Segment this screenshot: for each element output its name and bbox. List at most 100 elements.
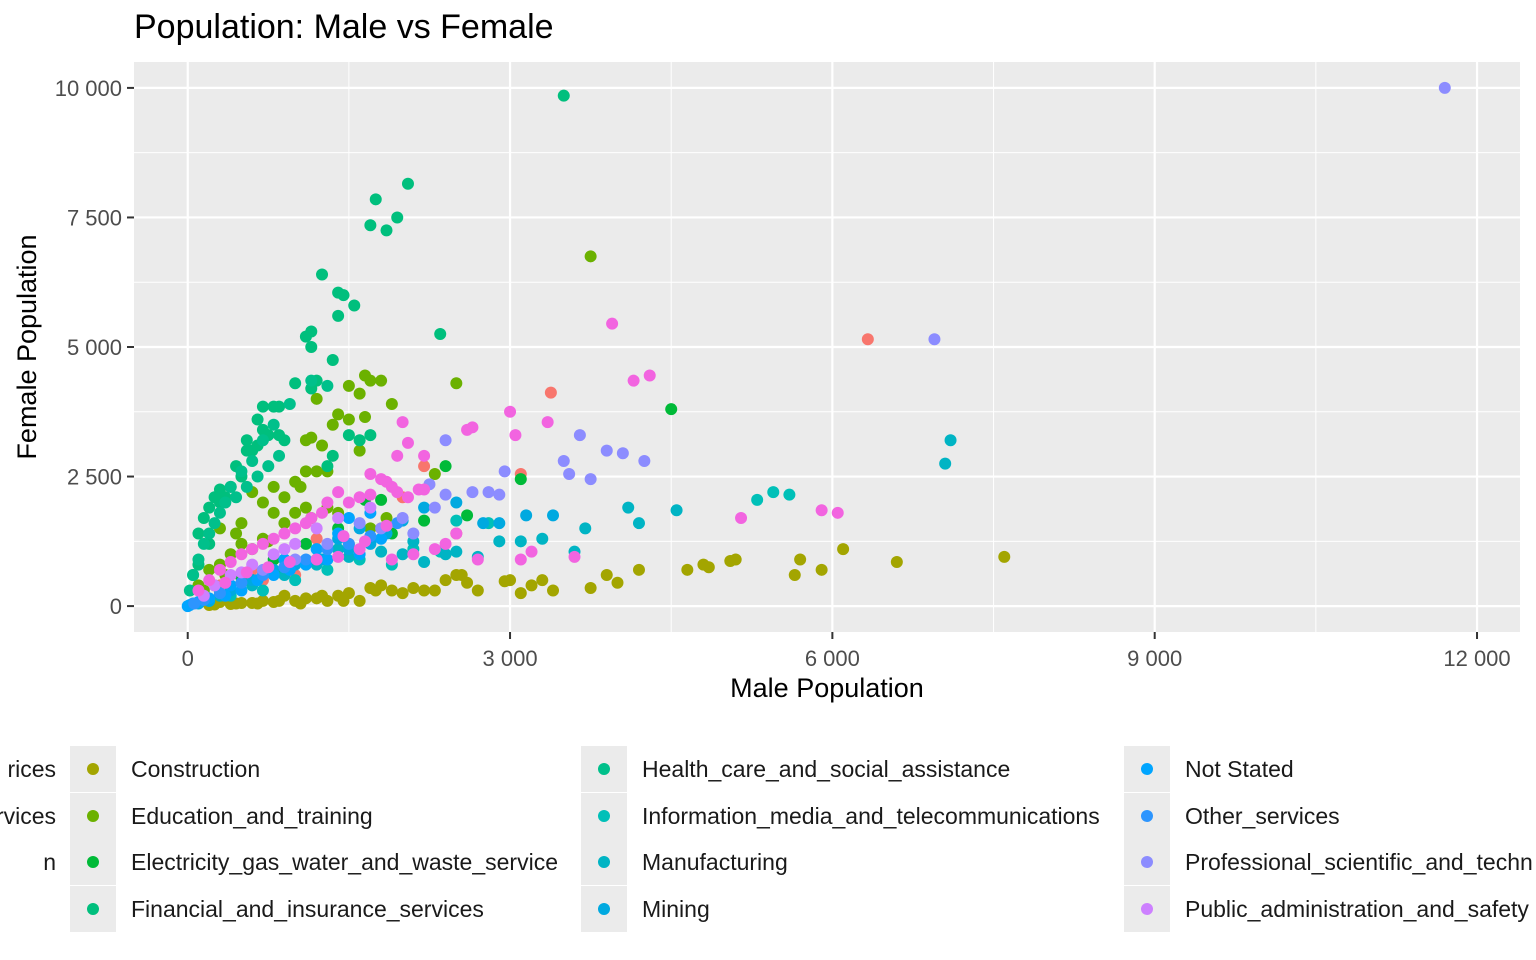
data-point [267,418,280,431]
data-point [299,553,312,566]
data-point [600,444,613,457]
data-point [547,584,560,597]
data-point [815,504,828,517]
data-point [794,553,807,566]
legend-item: rices [0,746,56,792]
data-point [326,353,339,366]
data-point [369,584,382,597]
data-point [267,480,280,493]
data-point [428,501,441,514]
data-point [498,575,511,588]
data-point [316,589,329,602]
data-point [401,177,414,190]
data-point [418,514,431,527]
data-point [407,581,420,594]
data-point [321,496,334,509]
legend-key [70,885,116,932]
data-point [783,488,796,501]
data-point [273,449,286,462]
data-point [364,488,377,501]
data-point [391,486,404,499]
data-point [219,496,232,509]
data-point [353,517,366,530]
data-point [278,543,291,556]
data-point [256,400,269,413]
data-point [332,408,345,421]
data-point [246,455,259,467]
data-point [396,512,409,524]
data-point [337,289,350,302]
data-point [385,584,398,597]
data-point [273,594,286,607]
legend-label: Financial_and_insurance_services [131,895,484,922]
data-point [240,566,253,579]
data-point [183,584,196,597]
legend-label: Professional_scientific_and_techn [1185,849,1533,875]
data-point [584,473,597,486]
data-point [332,486,345,499]
data-point [396,587,409,600]
legend-key [70,746,116,792]
data-point [203,501,216,514]
data-point [439,460,452,473]
data-point [536,574,549,587]
data-point [724,555,737,568]
data-point [557,455,570,467]
data-point [192,584,205,597]
legend-key [581,839,627,885]
data-point [418,584,431,597]
legend-dot [87,856,99,868]
data-point [514,553,527,566]
data-point [326,449,339,462]
data-point [364,429,377,442]
data-point [192,527,205,540]
data-point [289,537,302,550]
data-point [213,506,226,519]
x-tick-label: 12 000 [1443,646,1510,671]
data-point [240,434,253,447]
data-point [611,576,624,589]
data-point [606,317,619,330]
data-point [310,465,323,478]
data-point [584,250,597,263]
data-point [321,537,334,550]
data-point [525,545,538,558]
y-axis: 0 2 500 5 000 7 500 10 000 [55,76,134,619]
data-point [428,543,441,556]
data-point [391,449,404,462]
data-point [391,211,404,224]
data-point [514,587,527,600]
data-point [600,569,613,581]
data-point [305,374,318,387]
data-point [751,493,764,506]
data-points [181,81,1451,613]
data-point [407,548,420,561]
legend-key [581,885,627,932]
data-point [342,512,355,524]
data-point [380,519,393,532]
legend-label: Education_and_training [131,802,373,829]
data-point [321,553,334,566]
data-point [337,594,350,607]
data-point [450,569,463,581]
data-point [310,532,323,545]
data-point [504,405,517,418]
data-point [251,413,264,426]
x-tick-label: 6 000 [805,646,860,671]
data-point [294,597,307,610]
data-point [493,535,506,548]
data-point [837,543,850,556]
data-point [310,392,323,405]
data-point [353,594,366,607]
data-point [235,548,248,561]
data-point [418,501,431,514]
x-tick-label: 9 000 [1127,646,1182,671]
data-point [235,537,248,550]
data-point [428,584,441,597]
legend-label: Public_administration_and_safety [1185,895,1529,922]
legend-label: rices [7,756,56,782]
data-point [375,532,388,545]
data-point [525,579,538,592]
legend-dot [87,763,99,775]
data-point [375,493,388,506]
